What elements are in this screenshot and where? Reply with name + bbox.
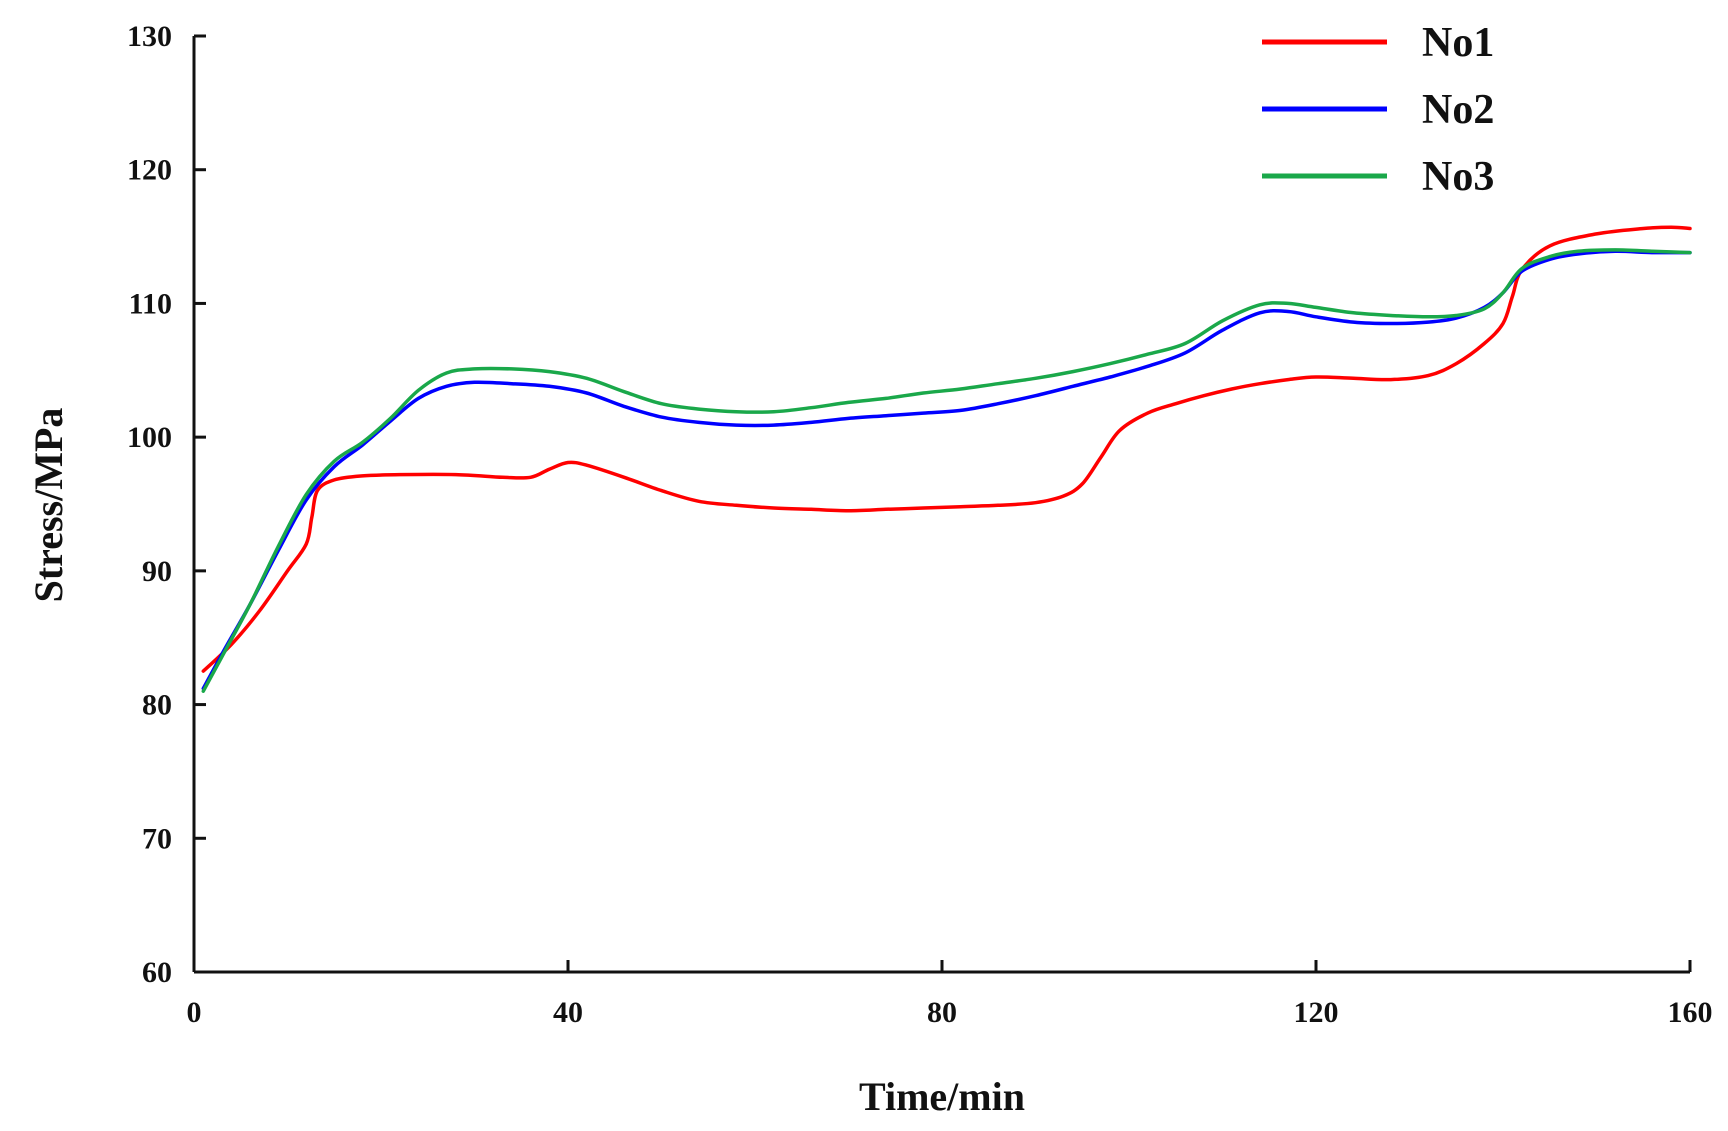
y-ticks: 60 70 80 90 100 110 120 130 — [127, 20, 206, 989]
legend-label-no1: No1 — [1422, 20, 1494, 66]
y-tick-label: 120 — [127, 154, 172, 187]
y-tick-label: 60 — [142, 956, 172, 989]
x-tick-label: 40 — [553, 996, 583, 1029]
legend-label-no3: No3 — [1422, 154, 1494, 200]
series-line-no1 — [201, 225, 1692, 673]
legend: No1 No2 No3 — [1262, 20, 1494, 200]
series-group — [201, 225, 1692, 693]
y-tick-label: 110 — [129, 287, 172, 320]
x-tick-label: 120 — [1294, 996, 1339, 1029]
y-tick-label: 70 — [142, 822, 172, 855]
x-tick-label: 80 — [927, 996, 957, 1029]
x-ticks: 0 40 80 120 160 — [187, 960, 1713, 1029]
x-tick-label: 160 — [1668, 996, 1713, 1029]
y-tick-label: 100 — [127, 421, 172, 454]
legend-label-no2: No2 — [1422, 87, 1494, 133]
y-tick-label: 90 — [142, 555, 172, 588]
y-axis-title: Stress/MPa — [26, 408, 71, 603]
x-tick-label: 0 — [187, 996, 202, 1029]
y-tick-label: 130 — [127, 20, 172, 53]
y-tick-label: 80 — [142, 689, 172, 722]
series-line-no3 — [201, 248, 1692, 693]
series-line-no2 — [201, 249, 1692, 691]
x-axis-title: Time/min — [859, 1074, 1025, 1119]
